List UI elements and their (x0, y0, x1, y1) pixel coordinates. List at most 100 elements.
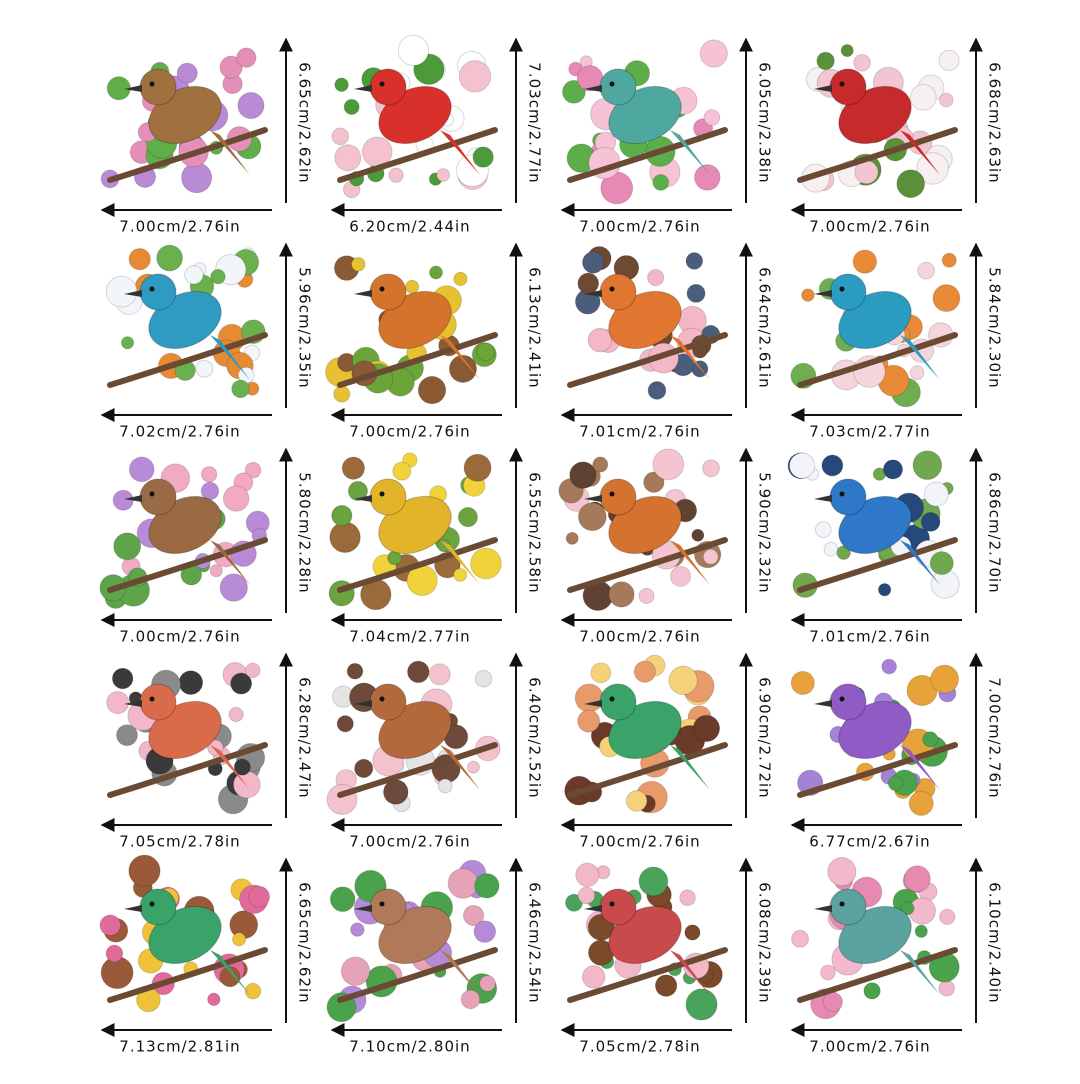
branch (107, 742, 268, 798)
bird-head (829, 273, 867, 311)
flower-dot (821, 454, 844, 477)
flower-dot (329, 521, 361, 553)
bird-beak (124, 495, 142, 502)
bird-beak (814, 700, 832, 707)
flower-dot (592, 456, 609, 473)
flower-dot (668, 665, 698, 696)
bird-tail (210, 745, 250, 790)
bird-beak (584, 905, 602, 912)
bird-tail (670, 130, 710, 175)
flower-dot (116, 724, 138, 747)
flower-dot (466, 760, 480, 774)
bird-tail (440, 335, 480, 380)
flower-dot (836, 545, 851, 560)
flower-dot (692, 714, 721, 743)
sticker-art (564, 654, 728, 814)
flower-dot (397, 34, 430, 67)
width-label: 7.01cm/2.76in (579, 423, 700, 441)
branch (107, 127, 268, 183)
branch (797, 127, 958, 183)
bird-beak (354, 495, 372, 502)
flower-dot (903, 865, 931, 893)
flower-dot (472, 146, 494, 168)
branch (567, 537, 728, 593)
bird-beak (354, 290, 372, 297)
bird-head (599, 683, 637, 721)
flower-dot (822, 991, 843, 1013)
flower-dot (938, 49, 960, 72)
flower-dot (105, 275, 138, 308)
bird-beak (584, 700, 602, 707)
bird-eye (609, 696, 615, 702)
flower-dot (652, 448, 685, 481)
flower-dot (939, 908, 956, 926)
sticker-art (326, 660, 501, 815)
bird-tail (670, 540, 710, 585)
bird-tail (440, 745, 480, 790)
flower-dot (896, 169, 926, 199)
flower-dot (354, 758, 374, 779)
flower-dot (405, 279, 420, 294)
sticker: 5.80cm/2.28in 7.00cm/2.76in (99, 447, 314, 646)
bird-beak (354, 85, 372, 92)
flower-dot (882, 459, 904, 480)
sticker-art (99, 456, 270, 609)
bird-eye (149, 696, 155, 702)
sticker-art (325, 255, 498, 405)
flower-dot (654, 974, 678, 997)
bird-head (139, 683, 177, 721)
flower-dot (331, 127, 350, 146)
bird-beak (124, 85, 142, 92)
height-label: 6.05cm/2.38in (756, 62, 774, 183)
flower-dot (105, 944, 124, 963)
flower-dot (577, 886, 596, 905)
sticker: 6.05cm/2.38in 7.00cm/2.76in (560, 37, 774, 236)
branch (337, 332, 498, 388)
flower-dot (881, 658, 897, 675)
flower-dot (863, 982, 881, 1000)
flower-dot (877, 582, 892, 597)
bird-eye (609, 286, 615, 292)
branch (337, 742, 498, 798)
flower-dot (346, 662, 364, 680)
flower-dot (647, 381, 667, 400)
width-label: 7.04cm/2.77in (349, 628, 470, 646)
bird-tail (670, 950, 710, 995)
bird-head (139, 68, 177, 106)
sticker: 6.68cm/2.63in 7.00cm/2.76in (790, 37, 1004, 236)
height-label: 7.00cm/2.76in (986, 677, 1004, 798)
flower-dot (244, 982, 262, 1000)
width-label: 7.00cm/2.76in (809, 218, 930, 236)
bird-tail (900, 950, 940, 995)
flower-dot (178, 670, 204, 695)
flower-dot (930, 664, 960, 694)
bird-beak (814, 85, 832, 92)
flower-dot (914, 924, 928, 938)
sticker: 6.40cm/2.52in 7.00cm/2.76in (326, 652, 544, 851)
bird-eye (379, 696, 385, 702)
bird-eye (609, 901, 615, 907)
flower-dot (236, 47, 257, 68)
bird-eye (839, 286, 845, 292)
flower-dot (453, 271, 468, 287)
flower-dot (699, 39, 728, 68)
flower-dot (231, 932, 247, 947)
sticker: 7.00cm/2.76in 6.77cm/2.67in (790, 652, 1004, 851)
bird-head (829, 888, 867, 926)
flower-dot (383, 779, 409, 805)
sticker-art (567, 245, 728, 400)
bird-beak (124, 700, 142, 707)
flower-dot (577, 502, 607, 532)
flower-dot (473, 920, 497, 943)
sticker: 6.65cm/2.62in 7.13cm/2.81in (99, 854, 314, 1056)
flower-dot (407, 660, 430, 684)
flower-dot (577, 272, 600, 295)
sticker-art (100, 47, 268, 194)
bird-tail (440, 950, 480, 995)
flower-dot (791, 929, 810, 948)
flower-dot (200, 466, 218, 483)
flower-dot (428, 265, 444, 280)
width-label: 7.05cm/2.78in (579, 1038, 700, 1056)
flower-dot (561, 79, 586, 104)
bird-eye (149, 81, 155, 87)
